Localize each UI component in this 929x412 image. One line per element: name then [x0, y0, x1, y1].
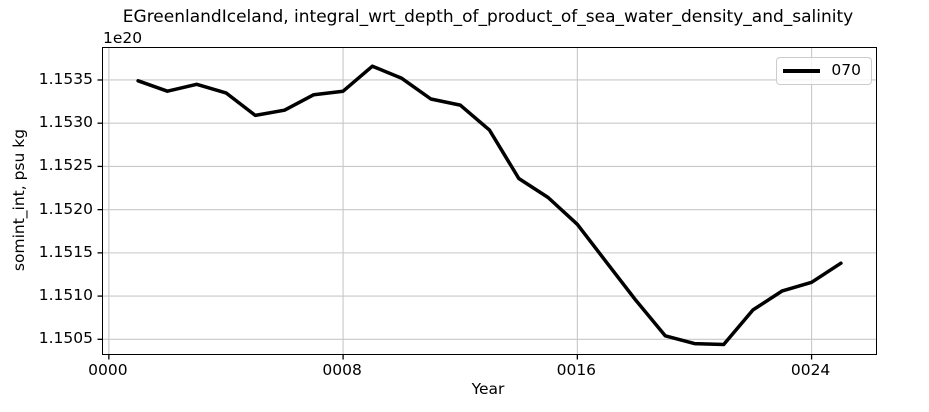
y-tick-label: 1.1535 [38, 69, 93, 88]
y-axis-label: somint_int, psu kg [10, 128, 28, 272]
legend-line-sample [783, 69, 821, 73]
plot-area: 070 [97, 47, 877, 360]
y-tick-label: 1.1525 [38, 156, 93, 175]
y-tick-label: 1.1505 [38, 329, 93, 348]
data-line-070 [136, 64, 843, 347]
x-tick-label: 0008 [322, 361, 362, 379]
line-chart-svg [97, 48, 876, 360]
legend-label: 070 [831, 61, 861, 79]
y-tick-label: 1.1515 [38, 242, 93, 261]
x-axis-label: Year [471, 380, 505, 398]
legend: 070 [776, 57, 872, 85]
x-tick-label: 0016 [556, 361, 597, 379]
y-axis-offset-text: 1e20 [103, 29, 143, 47]
chart-title: EGreenlandIceland, integral_wrt_depth_of… [122, 7, 854, 27]
x-tick-label: 0000 [88, 361, 128, 379]
x-tick-label: 0024 [790, 361, 831, 379]
y-tick-label: 1.1510 [38, 286, 93, 305]
y-tick-label: 1.1520 [38, 199, 93, 218]
y-tick-label: 1.1530 [38, 113, 93, 132]
